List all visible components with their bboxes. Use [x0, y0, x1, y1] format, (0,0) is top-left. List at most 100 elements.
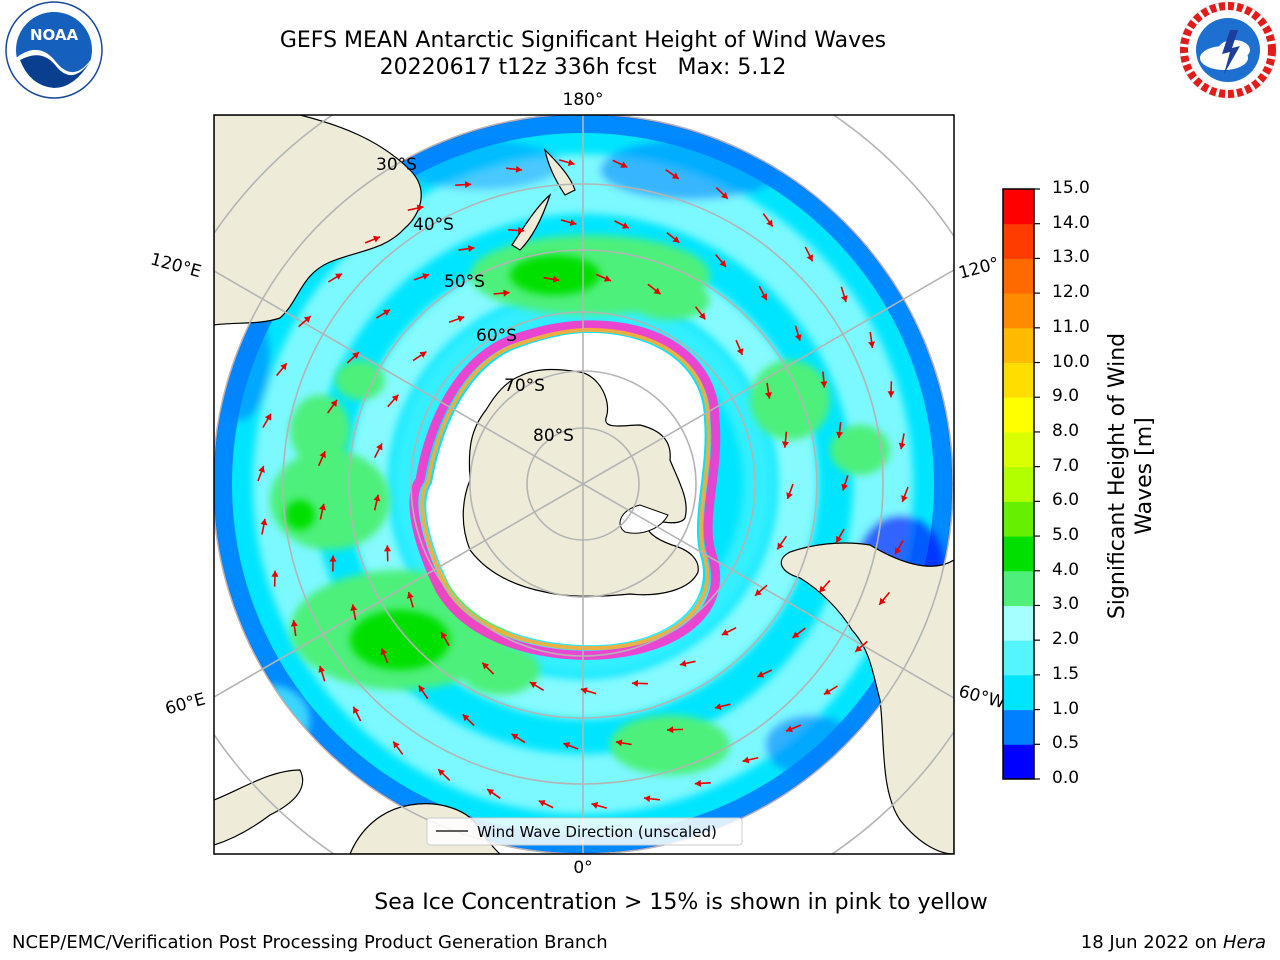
wind-wave-arrow-head: [383, 545, 391, 552]
wind-wave-arrow-head: [603, 275, 611, 282]
lat-label-40s: 40°S: [413, 215, 454, 235]
sea-ice-note: Sea Ice Concentration > 15% is shown in …: [374, 890, 988, 915]
wind-wave-arrow-head: [569, 219, 577, 226]
wind-wave-arrow-head: [898, 442, 906, 450]
lon-label-0: 0°: [573, 858, 592, 878]
wind-wave-arrow-head: [462, 714, 470, 722]
colorbar-band: [1003, 640, 1034, 676]
wind-wave-arrow-head: [258, 465, 265, 473]
footer-date: 18 Jun 2022 on Hera: [1081, 932, 1266, 953]
colorbar-tick-label: 10.0: [1052, 351, 1090, 372]
wind-wave-arrow-head: [895, 547, 902, 555]
wind-wave-arrow-head: [260, 518, 268, 526]
wind-wave-arrow-head: [352, 352, 359, 359]
wind-wave-arrow-head: [855, 645, 863, 652]
wind-wave-arrow-head: [318, 665, 326, 673]
footer-host: Hera: [1222, 932, 1266, 953]
noaa-logo-icon: NOAA: [5, 1, 103, 99]
footer-credit: NCEP/EMC/Verification Post Processing Pr…: [12, 932, 608, 953]
wind-wave-arrow-head: [373, 494, 381, 502]
wind-wave-arrow-head: [653, 287, 661, 295]
colorbar-band: [1003, 674, 1034, 711]
colorbar-tick-label: 7.0: [1052, 455, 1080, 476]
wind-wave-arrow-head: [567, 159, 575, 166]
wind-wave-arrow-head: [643, 795, 651, 803]
wind-wave-arrow-head: [766, 219, 773, 227]
wind-wave-arrows: [257, 159, 909, 809]
wind-wave-arrow-head: [736, 348, 744, 355]
wind-wave-arrow-head: [380, 648, 388, 656]
wind-wave-arrow-head: [416, 204, 424, 212]
colorbar-tick-label: 15.0: [1052, 178, 1090, 198]
colorbar-tick-label: 1.5: [1052, 663, 1080, 684]
colorbar-band: [1003, 431, 1034, 468]
wind-wave-arrow-head: [615, 739, 623, 747]
colorbar-tick-label: 8.0: [1052, 420, 1080, 441]
wind-wave-arrow-head: [719, 260, 727, 267]
wind-wave-arrow-head: [868, 341, 876, 348]
wind-wave-arrow-head: [552, 275, 560, 283]
wind-wave-arrow-head: [391, 394, 399, 402]
colorbar-tick-label: 2.0: [1052, 629, 1080, 650]
graticule: [214, 115, 954, 854]
wind-wave-arrow-head: [591, 802, 599, 809]
colorbar-band: [1003, 744, 1034, 780]
colorbar-band: [1003, 327, 1034, 364]
colorbar-tick-label: 11.0: [1052, 316, 1090, 337]
wind-wave-arrow-head: [820, 381, 828, 388]
wind-wave-arrow-head: [679, 660, 687, 667]
wind-wave-arrow-head: [794, 334, 802, 341]
wind-wave-arrow-head: [760, 293, 768, 301]
wind-wave-arrow-head: [350, 604, 358, 611]
wind-wave-arrow-head: [620, 161, 628, 168]
colorbar-tick-label: 9.0: [1052, 386, 1080, 407]
colorbar-band: [1003, 258, 1034, 294]
wind-wave-arrow-head: [901, 495, 908, 503]
colorbar: [1003, 188, 1040, 780]
wind-wave-arrow-head: [621, 222, 629, 229]
colorbar-tick-label: 0.5: [1052, 733, 1080, 754]
wind-wave-arrow-head: [563, 742, 571, 749]
colorbar-band: [1003, 397, 1034, 433]
wind-wave-arrow-head: [422, 273, 430, 280]
colorbar-tick-label: 0.0: [1052, 768, 1080, 788]
colorbar-band: [1003, 501, 1034, 537]
wind-wave-arrow-head: [465, 181, 472, 189]
lat-label-80s: 80°S: [533, 426, 574, 446]
wind-wave-arrow-head: [335, 273, 343, 280]
lon-label-60w: 60°W: [956, 682, 1007, 714]
colorbar-tick-label: 6.0: [1052, 490, 1080, 511]
wind-wave-arrow-head: [631, 679, 639, 687]
wind-wave-arrow-head: [819, 585, 826, 593]
map-frame: [213, 114, 955, 855]
wind-wave-arrow-head: [836, 431, 844, 439]
colorbar-tick-label: 5.0: [1052, 525, 1080, 546]
colorbar-band: [1003, 362, 1034, 398]
wind-wave-arrow-head: [529, 682, 537, 689]
wind-wave-arrow-head: [438, 769, 445, 776]
colorbar-tick-label: 4.0: [1052, 559, 1080, 580]
wind-wave-arrow-head: [373, 235, 380, 243]
wind-wave-arrow-head: [836, 535, 843, 543]
colorbar-band: [1003, 293, 1034, 329]
wind-wave-arrow-head: [393, 741, 400, 749]
wind-wave-arrow-head: [671, 172, 679, 179]
wind-wave-arrow-head: [376, 443, 383, 451]
wind-wave-arrow-head: [721, 192, 728, 199]
wind-wave-arrow-head: [777, 542, 784, 550]
wind-wave-arrow-head: [721, 629, 729, 636]
lon-label-120w: 120°: [957, 254, 1002, 284]
wind-wave-arrow-head: [418, 685, 426, 693]
colorbar-title: Significant Height of Wind Waves [m]: [1105, 332, 1157, 620]
wind-wave-arrow-head: [303, 316, 311, 323]
wind-wave-arrow-head: [840, 295, 848, 303]
lon-label-180: 180°: [563, 90, 604, 110]
wind-wave-arrow-head: [672, 236, 680, 243]
nws-logo-icon: [1179, 1, 1277, 99]
wind-wave-arrow-head: [280, 363, 287, 371]
wind-wave-arrow-head: [457, 315, 465, 323]
wind-wave-arrow-head: [887, 391, 895, 398]
wind-wave-arrow-head: [468, 245, 475, 253]
wind-wave-arrow-head: [792, 631, 800, 638]
wind-wave-arrow-head: [353, 706, 360, 714]
